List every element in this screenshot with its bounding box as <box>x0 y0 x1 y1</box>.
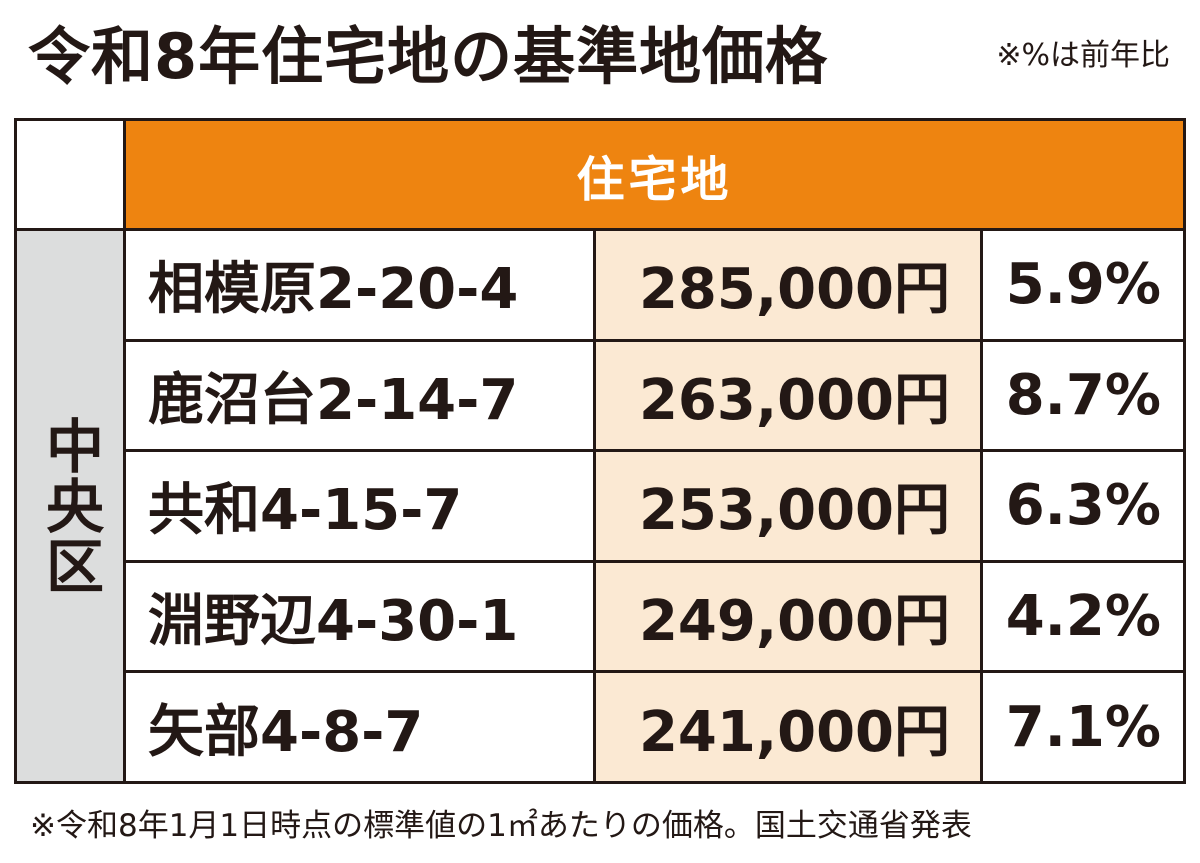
change-cell: 8.7% <box>1005 362 1161 428</box>
change-cell: 7.1% <box>1005 694 1161 760</box>
price-cell: 285,000円 <box>596 231 983 339</box>
address-cell: 共和4-15-7 <box>126 452 596 560</box>
price-cell: 253,000円 <box>596 452 983 560</box>
table-row: 鹿沼台2-14-7 263,000円 8.7% <box>126 341 1183 453</box>
table-header: 住宅地 <box>126 121 1183 231</box>
price-cell: 263,000円 <box>596 341 983 450</box>
ward-label: 中央区 <box>36 416 104 596</box>
header-label: 住宅地 <box>576 151 733 208</box>
change-cell: 6.3% <box>1005 473 1161 539</box>
change-cell: 4.2% <box>1005 584 1161 650</box>
table-corner-cell <box>17 121 126 231</box>
footnote: ※令和8年1月1日時点の標準値の1㎡あたりの価格。国土交通省発表 <box>30 808 972 844</box>
price-cell: 241,000円 <box>596 673 983 781</box>
percent-note: ※%は前年比 <box>996 38 1170 73</box>
table-body: 相模原2-20-4 285,000円 5.9% 鹿沼台2-14-7 263,00… <box>126 231 1183 781</box>
page-title: 令和8年住宅地の基準地価格 <box>28 20 829 93</box>
address-cell: 相模原2-20-4 <box>126 231 596 339</box>
price-cell: 249,000円 <box>596 562 983 671</box>
table-row: 淵野辺4-30-1 249,000円 4.2% <box>126 562 1183 674</box>
address-cell: 鹿沼台2-14-7 <box>126 341 596 450</box>
ward-cell: 中央区 <box>17 231 126 781</box>
change-cell: 5.9% <box>1005 252 1161 318</box>
address-cell: 淵野辺4-30-1 <box>126 562 596 671</box>
table-row: 相模原2-20-4 285,000円 5.9% <box>126 231 1183 342</box>
table-row: 矢部4-8-7 241,000円 7.1% <box>126 673 1183 781</box>
address-cell: 矢部4-8-7 <box>126 673 596 781</box>
table-row: 共和4-15-7 253,000円 6.3% <box>126 452 1183 563</box>
land-price-table: 住宅地 中央区 相模原2-20-4 285,000円 5.9% 鹿沼台2-14-… <box>14 118 1186 784</box>
